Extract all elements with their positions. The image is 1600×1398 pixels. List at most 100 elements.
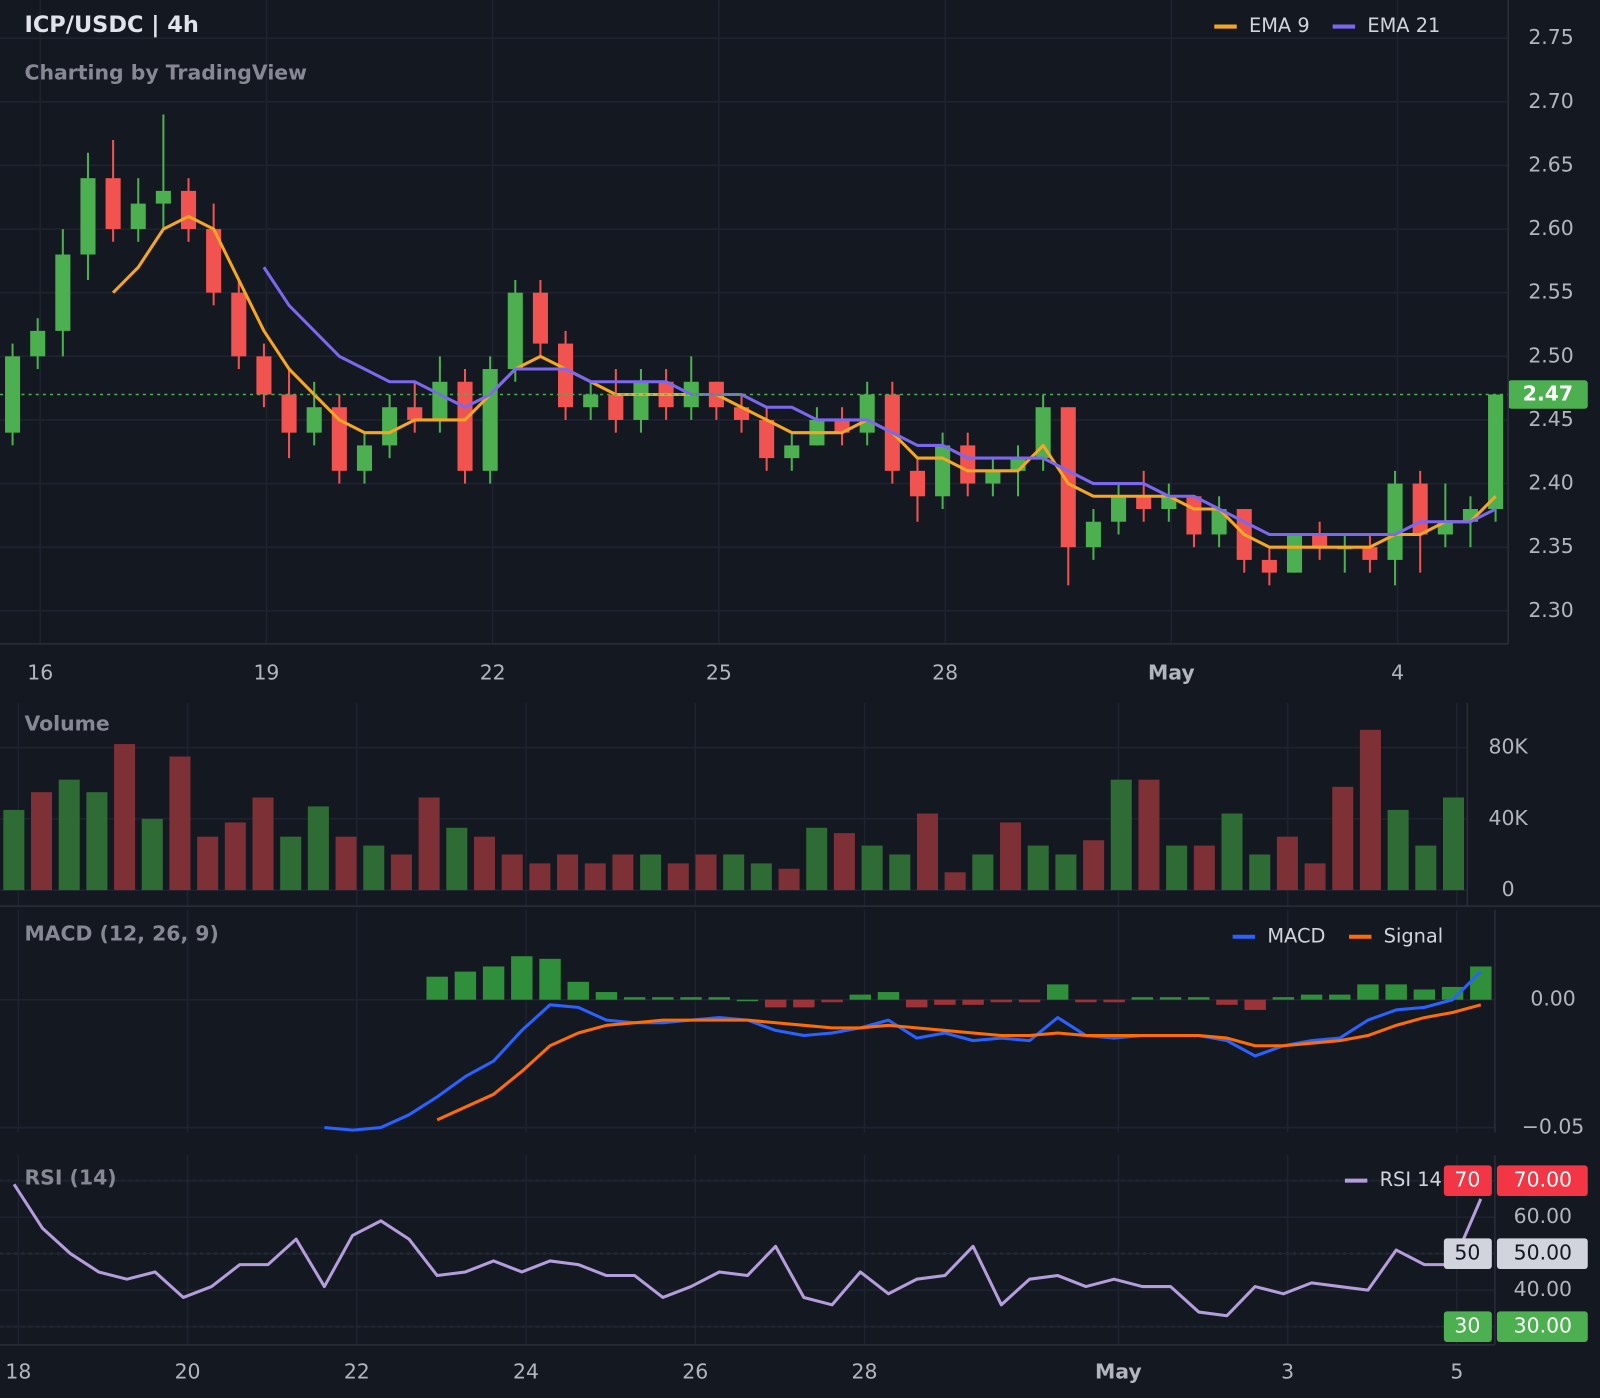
candle-body [432, 381, 448, 420]
y-tick-label: 2.70 [1528, 89, 1573, 113]
level-box [1443, 1165, 1492, 1196]
candle-body [382, 407, 398, 446]
last-price-label: 2.47 [1523, 381, 1573, 405]
y-tick-label: 2.35 [1528, 534, 1573, 558]
histogram-bar [1272, 997, 1295, 1000]
candle-body [407, 407, 423, 420]
volume-bar [3, 809, 25, 891]
candle-body [206, 229, 222, 293]
candle-body [1211, 509, 1227, 535]
histogram-bar [1413, 989, 1436, 1000]
histogram-bar [539, 958, 561, 1000]
volume-bar [529, 863, 551, 891]
histogram-bar [680, 997, 702, 1000]
candle-body [1085, 521, 1101, 548]
candle-body [1412, 483, 1428, 535]
candle-body [909, 470, 926, 497]
candle-body [482, 369, 498, 471]
histogram-bar [1300, 994, 1323, 1000]
candle-body [583, 394, 599, 408]
legend-label: EMA 9 [1249, 14, 1310, 37]
histogram-bar [1216, 999, 1238, 1005]
volume-bar [141, 818, 163, 891]
y-tick-label: 50.00 [1514, 1241, 1572, 1265]
volume-bar [778, 868, 800, 891]
histogram-bar [1188, 997, 1210, 1000]
volume-bar [1304, 863, 1326, 891]
histogram-bar [821, 999, 843, 1003]
volume-bar [1276, 836, 1298, 891]
volume-bar [861, 845, 883, 891]
legend-label: RSI 14 [1380, 1168, 1442, 1191]
histogram-bar [1244, 999, 1266, 1010]
volume-bar [418, 797, 440, 891]
y-tick-label: 30.00 [1514, 1314, 1572, 1338]
volume-bar [224, 822, 246, 891]
candle-body [960, 445, 976, 484]
histogram-bar [1159, 997, 1182, 1000]
histogram-bar [1103, 999, 1125, 1003]
volume-bar [1110, 779, 1132, 891]
x-tick-label: 25 [706, 660, 732, 684]
legend-label: EMA 21 [1367, 14, 1440, 37]
volume-bar [695, 854, 717, 891]
volume-bar [280, 836, 302, 891]
x-tick-label: May [1148, 660, 1195, 684]
volume-bar [169, 756, 191, 891]
panel-borders [0, 0, 1600, 1346]
volume-bar [1221, 813, 1243, 891]
last-price-box [1508, 380, 1588, 409]
candle-body [231, 292, 247, 357]
candle-body [281, 394, 297, 433]
volume-bar [806, 827, 828, 891]
volume-bar [750, 863, 772, 891]
volume-bar [473, 836, 496, 891]
volume-bar [335, 836, 357, 891]
histogram-bar [1329, 994, 1351, 1000]
histogram-bar [652, 997, 674, 1000]
x-tick-label: 5 [1450, 1359, 1463, 1383]
candle-body [80, 178, 96, 255]
histogram-bar [1046, 984, 1069, 1000]
histogram-bar [454, 971, 477, 1000]
level-label: 70 [1454, 1168, 1480, 1192]
y-tick-label: 2.55 [1528, 280, 1573, 304]
candle-body [5, 356, 21, 433]
volume-bar [1000, 822, 1022, 891]
y-tick-label: −0.05 [1522, 1115, 1585, 1139]
volume-bar [944, 872, 966, 891]
candle-body [532, 292, 548, 344]
ema-line [262, 266, 1497, 537]
candle-body [180, 190, 197, 230]
volume-bar [916, 813, 938, 891]
volume-bar [1442, 797, 1465, 891]
volume-bar [640, 854, 662, 891]
candle-body [356, 445, 373, 471]
volume-bar [889, 854, 911, 891]
volume-bar [390, 854, 412, 891]
candle-body [1060, 407, 1076, 548]
x-tick-label: 18 [5, 1359, 31, 1383]
histogram-bar [934, 999, 956, 1005]
x-tick-label: May [1095, 1359, 1142, 1383]
subtitle: Charting by TradingView [24, 60, 307, 84]
candle-body [1286, 534, 1303, 573]
volume-bar [86, 792, 108, 891]
volume-bar [501, 854, 523, 891]
volume-bar [114, 744, 136, 891]
histogram-bar [1441, 986, 1464, 1000]
x-tick-label: 28 [932, 660, 958, 684]
level-box [1443, 1311, 1492, 1342]
candle-body [1111, 496, 1127, 522]
candle-body [1362, 547, 1378, 560]
candle-body [55, 254, 71, 331]
histogram-bar [1018, 999, 1041, 1003]
volume-bar [1027, 845, 1049, 891]
histogram-bar [905, 999, 928, 1008]
candle-body [859, 394, 875, 433]
volume-bar [197, 836, 219, 891]
y-tick-label: 40K [1488, 806, 1528, 830]
y-tick-label: 0.00 [1530, 987, 1575, 1011]
